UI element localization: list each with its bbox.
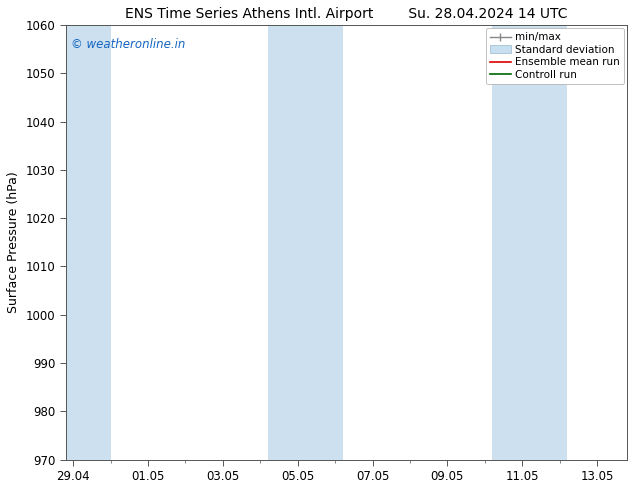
Legend: min/max, Standard deviation, Ensemble mean run, Controll run: min/max, Standard deviation, Ensemble me… [486, 28, 624, 84]
Y-axis label: Surface Pressure (hPa): Surface Pressure (hPa) [7, 172, 20, 313]
Text: © weatheronline.in: © weatheronline.in [71, 38, 186, 51]
Title: ENS Time Series Athens Intl. Airport        Su. 28.04.2024 14 UTC: ENS Time Series Athens Intl. Airport Su.… [125, 7, 567, 21]
Bar [493, 25, 567, 460]
Bar [268, 25, 342, 460]
Bar [66, 25, 110, 460]
